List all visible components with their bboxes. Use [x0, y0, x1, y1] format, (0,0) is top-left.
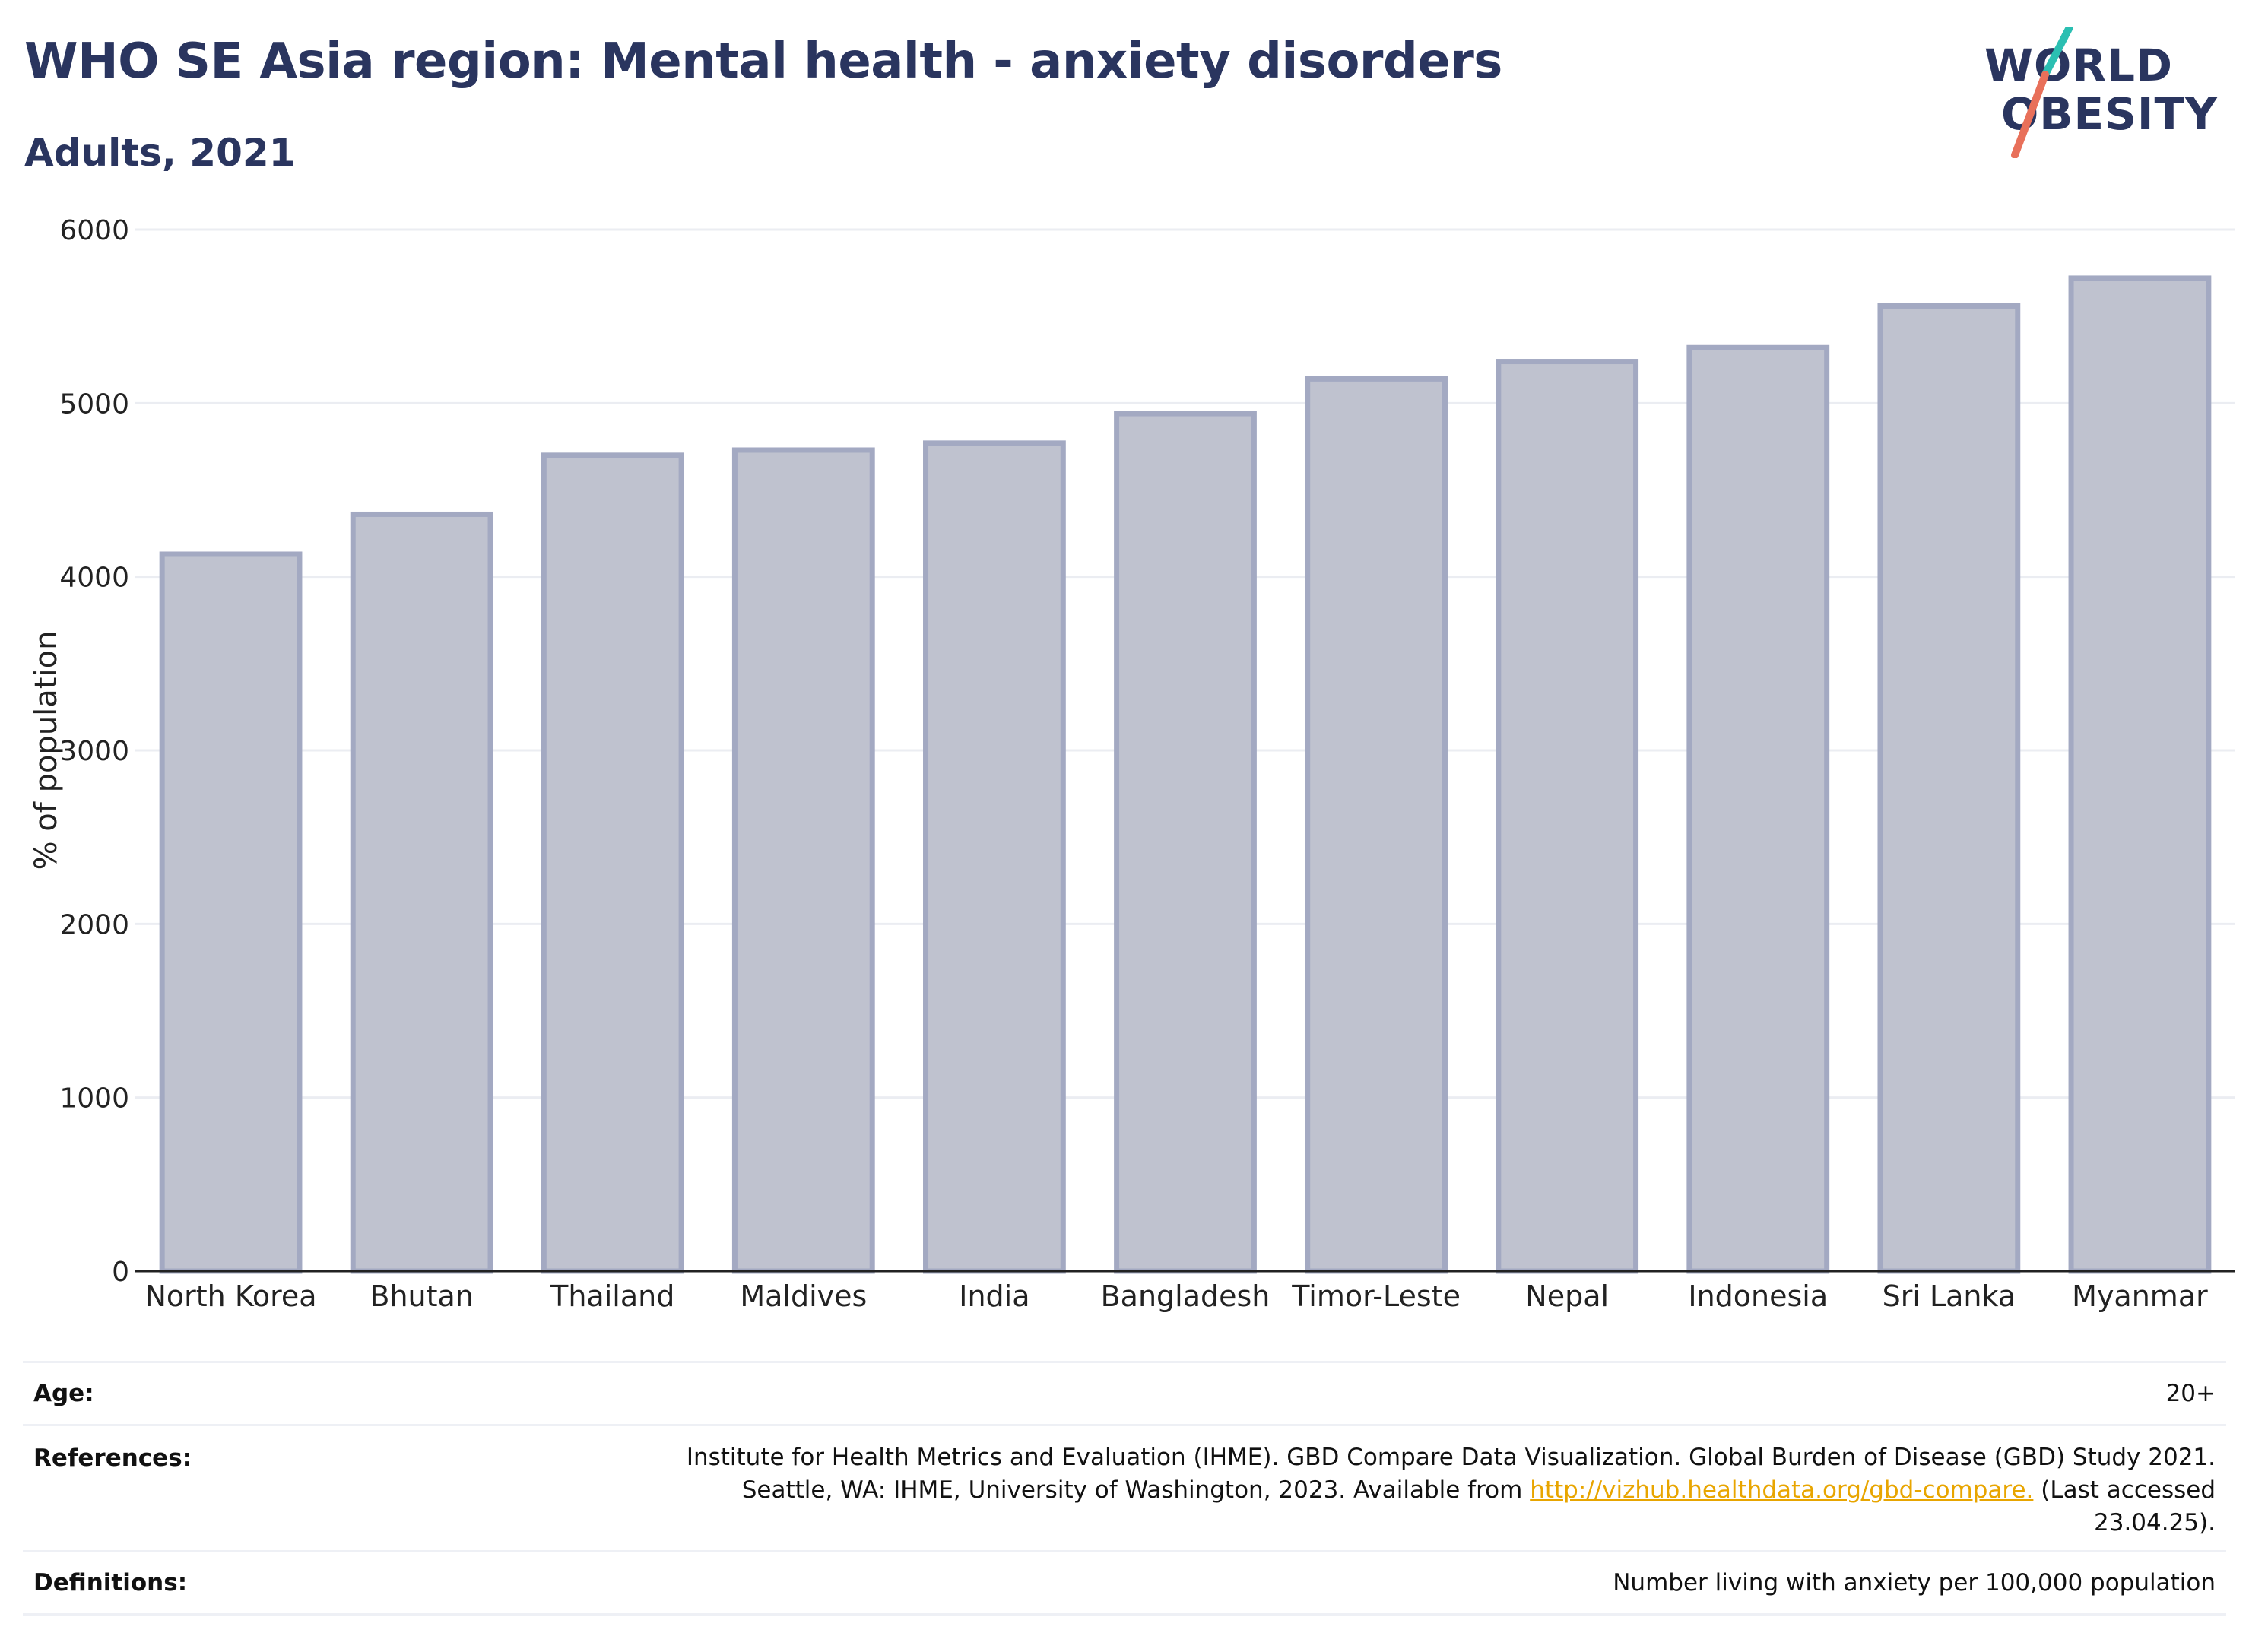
bar-nepal — [1496, 359, 1639, 1274]
bar-timor-leste — [1305, 376, 1448, 1274]
logo-slash-icon — [2011, 27, 2073, 158]
bar-bangladesh — [1114, 411, 1257, 1274]
x-tick-label: Myanmar — [2072, 1279, 2208, 1313]
y-tick-label: 5000 — [59, 388, 129, 420]
definitions-value: Number living with anxiety per 100,000 p… — [1613, 1568, 2216, 1597]
y-tick-label: 0 — [112, 1257, 129, 1288]
references-line2-pre: Seattle, WA: IHME, University of Washing… — [741, 1476, 1531, 1504]
x-tick-label: India — [959, 1279, 1029, 1313]
info-row-age: Age: 20+ — [23, 1361, 2226, 1424]
bar-india — [923, 440, 1066, 1274]
x-tick-label: Indonesia — [1688, 1279, 1828, 1313]
x-tick-label: Bhutan — [370, 1279, 474, 1313]
bar-indonesia — [1686, 344, 1830, 1274]
bar-north-korea — [159, 551, 303, 1274]
chart-subtitle: Adults, 2021 — [24, 131, 296, 175]
info-row-definitions: Definitions: Number living with anxiety … — [23, 1550, 2226, 1616]
bar-sri-lanka — [1877, 303, 2021, 1274]
definitions-label: Definitions: — [33, 1569, 188, 1597]
logo-text-line1: WORLD — [1984, 40, 2174, 91]
x-tick-label: Sri Lanka — [1883, 1279, 2016, 1313]
references-label: References: — [33, 1444, 192, 1472]
bar-myanmar — [2068, 275, 2212, 1274]
world-obesity-logo: WORLD OBESITY — [1981, 27, 2232, 158]
y-tick-label: 1000 — [59, 1083, 129, 1115]
info-row-references: References: Institute for Health Metrics… — [23, 1424, 2226, 1550]
y-tick-label: 6000 — [59, 215, 129, 246]
references-line2-post: (Last accessed — [2033, 1476, 2216, 1504]
x-tick-label: North Korea — [144, 1279, 316, 1313]
references-line3: 23.04.25). — [2094, 1509, 2216, 1536]
references-link[interactable]: http://vizhub.healthdata.org/gbd-compare… — [1530, 1476, 2034, 1504]
bars — [159, 275, 2212, 1274]
x-tick-label: Nepal — [1525, 1279, 1609, 1313]
bar-thailand — [541, 452, 684, 1274]
bar-bhutan — [350, 511, 493, 1274]
x-tick-label: Bangladesh — [1101, 1279, 1270, 1313]
axes: 0 1000 2000 3000 4000 5000 6000 North Korea Bhut… — [59, 215, 2235, 1313]
y-axis-label: % of population — [29, 631, 64, 870]
references-line1: Institute for Health Metrics and Evaluat… — [686, 1444, 2216, 1471]
chart-title: WHO SE Asia region: Mental health - anxi… — [24, 33, 1502, 90]
x-tick-label: Maldives — [740, 1279, 867, 1313]
y-tick-label: 2000 — [59, 909, 129, 940]
bar-chart: 0 1000 2000 3000 4000 5000 6000 North Korea Bhut… — [29, 215, 2235, 1313]
y-tick-label: 3000 — [59, 736, 129, 767]
x-tick-label: Thailand — [550, 1279, 674, 1313]
bar-maldives — [731, 447, 875, 1274]
x-tick-label: Timor-Leste — [1291, 1279, 1461, 1313]
references-value: Institute for Health Metrics and Evaluat… — [687, 1441, 2216, 1539]
age-value: 20+ — [2165, 1379, 2216, 1407]
info-table: Age: 20+ References: Institute for Healt… — [23, 1361, 2226, 1616]
y-tick-label: 4000 — [59, 563, 129, 594]
age-label: Age: — [33, 1380, 94, 1407]
